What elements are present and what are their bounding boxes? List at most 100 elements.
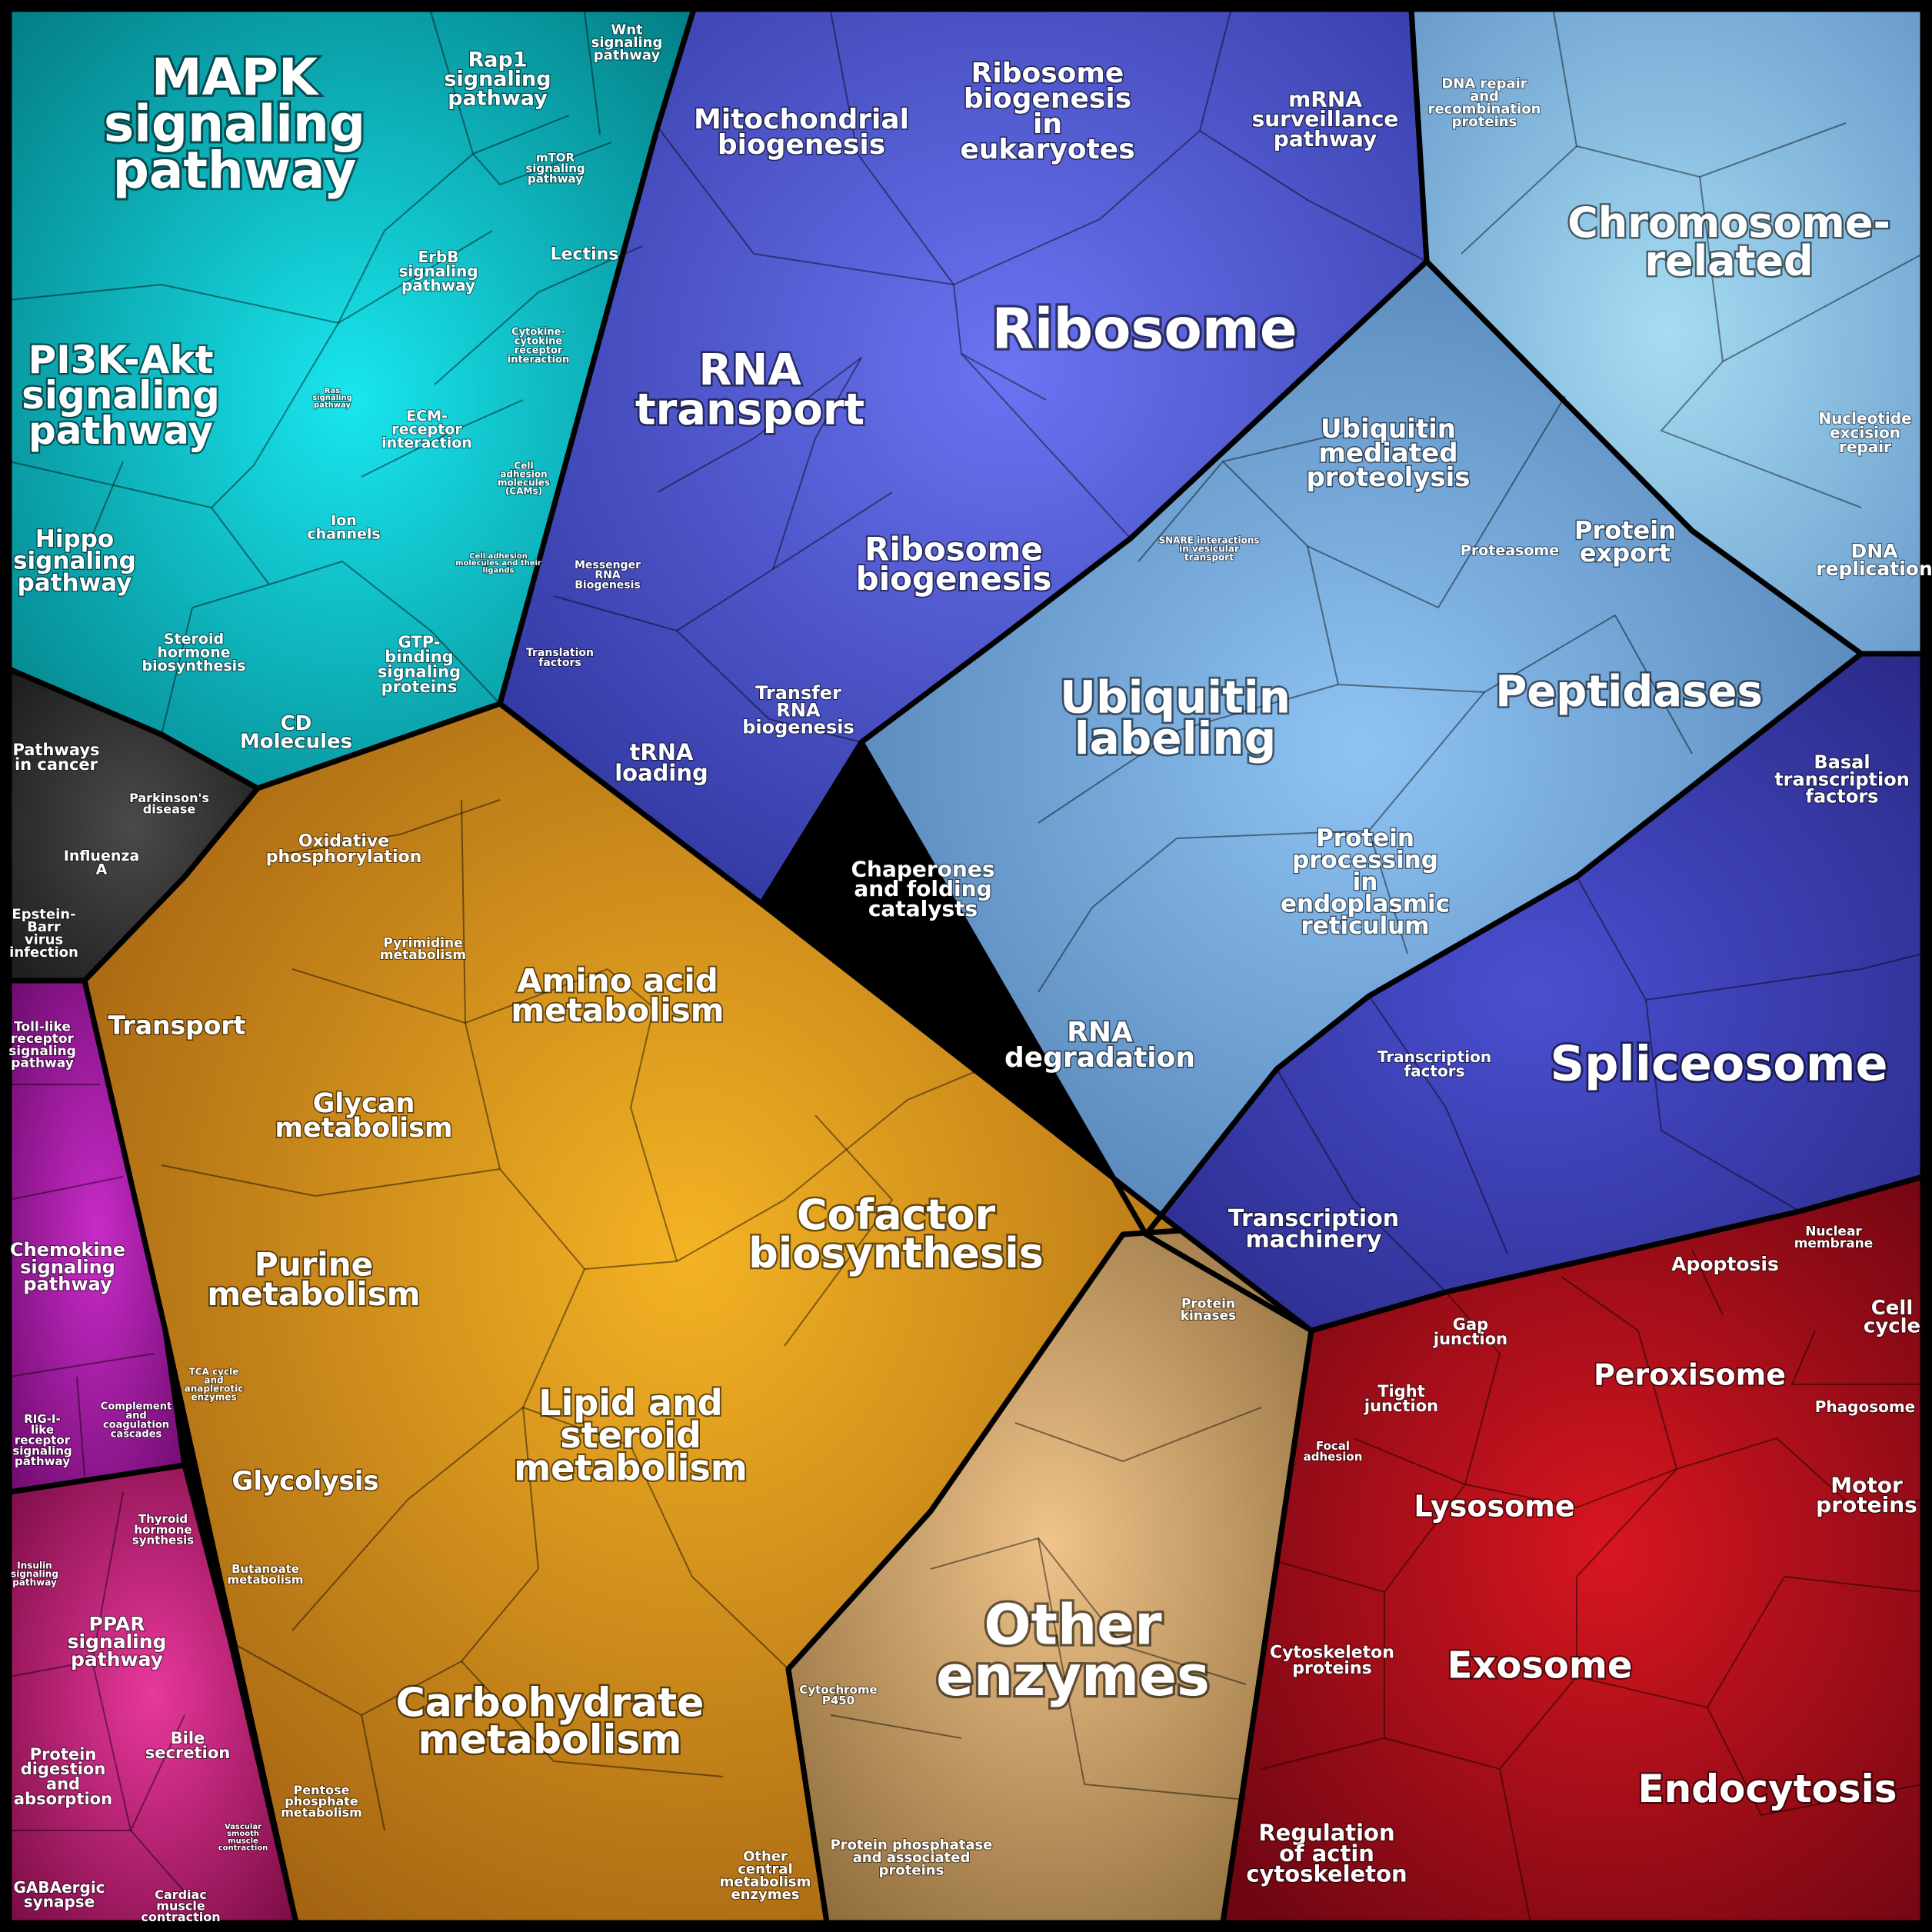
label-line: signaling bbox=[378, 662, 461, 681]
label-line: in bbox=[1353, 868, 1378, 896]
label-tfactors: Transcription factors bbox=[1377, 1048, 1491, 1080]
label-erbb: ErbB signaling pathway bbox=[398, 248, 478, 295]
label-line: pathway bbox=[23, 1273, 112, 1294]
label-line: RIG-I- bbox=[24, 1412, 60, 1426]
label-line: reticulum bbox=[1301, 912, 1429, 940]
label-line: Phagosome bbox=[1815, 1397, 1916, 1416]
label-line: of actin bbox=[1279, 1840, 1374, 1867]
label-line: Nucleotide bbox=[1818, 409, 1911, 428]
label-line: Cell bbox=[1871, 1297, 1914, 1320]
label-chromosome: Chromosome-related bbox=[1567, 198, 1890, 285]
label-line: metabolism bbox=[418, 1717, 681, 1763]
label-line: like bbox=[31, 1423, 54, 1437]
label-line: metabolism bbox=[228, 1573, 304, 1587]
label-line: Purine bbox=[255, 1246, 373, 1284]
label-line: Cytoskeleton bbox=[1270, 1644, 1394, 1663]
label-line: Cofactor bbox=[797, 1191, 996, 1239]
label-line: proteolysis bbox=[1306, 462, 1470, 493]
label-line: eukaryotes bbox=[960, 134, 1134, 165]
label-line: junction bbox=[1433, 1330, 1507, 1348]
label-line: Cell bbox=[514, 461, 533, 471]
label-line: mTOR bbox=[536, 151, 575, 165]
label-line: pathway bbox=[448, 86, 548, 110]
label-line: smooth bbox=[227, 1830, 259, 1838]
label-line: Transfer bbox=[755, 682, 841, 704]
label-line: Ubiquitin bbox=[1060, 671, 1291, 723]
label-line: biogenesis bbox=[856, 560, 1052, 598]
label-cytokine: Cytokine-cytokine receptor interaction bbox=[508, 326, 570, 365]
label-line: coagulation bbox=[103, 1419, 169, 1431]
label-line: Glycolysis bbox=[232, 1466, 378, 1497]
label-line: Protein bbox=[1316, 824, 1414, 852]
label-protexport: Protein export bbox=[1574, 516, 1676, 568]
label-line: factors bbox=[1806, 785, 1879, 807]
region-disease bbox=[9, 669, 258, 981]
label-line: labeling bbox=[1074, 712, 1276, 764]
label-line: ligands bbox=[483, 566, 515, 575]
label-gaba: GABAergic synapse bbox=[13, 1878, 105, 1910]
label-line: interaction bbox=[381, 435, 472, 451]
label-line: proteins bbox=[1292, 1659, 1371, 1678]
label-line: Other bbox=[984, 1593, 1162, 1657]
label-line: mediated bbox=[1318, 438, 1457, 468]
label-line: Hippo bbox=[35, 525, 114, 553]
label-carbo: Carbohydrate metabolism bbox=[396, 1681, 705, 1764]
label-line: contraction bbox=[141, 1910, 220, 1924]
label-line: biosynthesis bbox=[748, 1229, 1044, 1277]
label-line: hormone bbox=[134, 1523, 192, 1537]
label-dnarepair: DNA repair and recombination proteins bbox=[1428, 75, 1541, 130]
label-line: Steroid bbox=[164, 631, 224, 648]
label-line: cytoskeleton bbox=[1246, 1861, 1407, 1887]
label-rigi: RIG-I-like receptor signaling pathway bbox=[12, 1412, 72, 1468]
label-mito: Mitochondrial biogenesis bbox=[694, 104, 909, 161]
region-transcription bbox=[1146, 654, 1923, 1331]
label-line: Chemokine bbox=[10, 1239, 125, 1261]
label-messenger: Messenger RNA Biogenesis bbox=[575, 559, 641, 591]
label-line: steroid bbox=[560, 1414, 701, 1456]
label-line: pathway bbox=[18, 569, 132, 597]
label-ribobio: Ribosome biogenesis bbox=[856, 531, 1052, 598]
label-line: Ribosome bbox=[991, 297, 1297, 361]
label-line: adhesion bbox=[500, 469, 547, 480]
label-line: hormone bbox=[157, 645, 230, 661]
label-line: in cancer bbox=[15, 755, 98, 774]
label-line: Translation bbox=[526, 647, 594, 659]
label-line: central bbox=[738, 1861, 793, 1877]
label-line: Barr bbox=[27, 919, 61, 935]
label-cardiac: Cardiac muscle contraction bbox=[141, 1887, 220, 1924]
label-line: degradation bbox=[1004, 1042, 1195, 1074]
label-rap1: Rap1 signaling pathway bbox=[444, 48, 551, 111]
label-ecm: ECM-receptor interaction bbox=[381, 408, 472, 451]
label-line: Parkinson's bbox=[129, 791, 209, 805]
label-line: binding bbox=[385, 648, 453, 666]
label-line: molecules and their bbox=[455, 559, 541, 568]
label-nuclear: Nuclear membrane bbox=[1794, 1224, 1874, 1252]
label-line: biogenesis bbox=[718, 129, 885, 161]
label-line: signaling bbox=[11, 1569, 58, 1580]
label-line: contraction bbox=[218, 1844, 268, 1853]
label-line: Protein phosphatase bbox=[831, 1837, 993, 1853]
label-line: pathway bbox=[401, 276, 475, 295]
label-line: Nuclear bbox=[1805, 1224, 1862, 1240]
label-mtor: mTOR signaling pathway bbox=[525, 151, 585, 186]
label-line: metabolism bbox=[380, 948, 466, 963]
label-line: Bile bbox=[171, 1729, 205, 1747]
label-line: Lysosome bbox=[1414, 1489, 1574, 1523]
label-line: receptor bbox=[515, 345, 563, 356]
label-line: pathway bbox=[71, 1648, 163, 1671]
label-line: in bbox=[1033, 108, 1062, 140]
label-line: Epstein- bbox=[12, 906, 75, 922]
label-celladh: Cell adhesion molecules and their ligands bbox=[455, 552, 541, 575]
label-line: Lipid and bbox=[538, 1382, 722, 1424]
label-line: Transport bbox=[108, 1010, 246, 1040]
label-oxphos: Oxidative phosphorylation bbox=[266, 832, 422, 867]
label-line: pathway bbox=[11, 1056, 74, 1071]
label-line: transport bbox=[1184, 552, 1234, 563]
label-line: surveillance bbox=[1252, 106, 1399, 132]
label-line: RNA bbox=[776, 699, 821, 721]
label-line: digestion bbox=[21, 1760, 106, 1778]
label-line: Chaperones bbox=[851, 856, 994, 881]
label-line: cytokine bbox=[515, 335, 563, 347]
label-line: membrane bbox=[1794, 1236, 1874, 1251]
label-line: Pathways bbox=[12, 741, 99, 759]
